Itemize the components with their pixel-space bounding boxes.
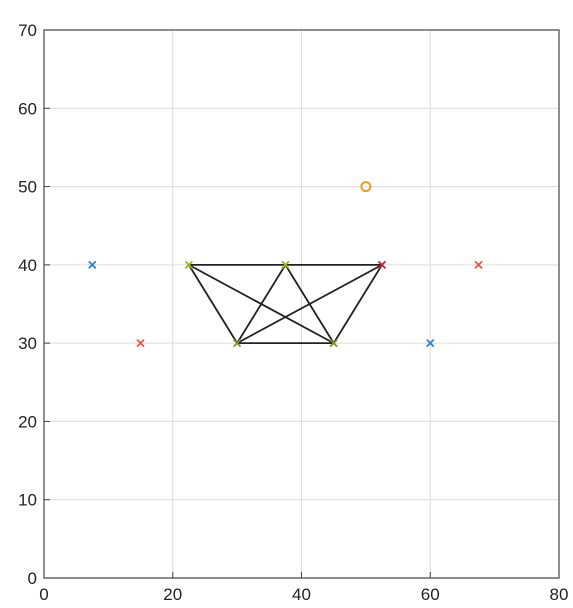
y-tick-label: 0: [28, 569, 37, 588]
x-tick-label: 0: [39, 585, 48, 604]
y-tick-label: 40: [18, 256, 37, 275]
connection-segment: [187, 263, 239, 345]
y-tick-label: 20: [18, 412, 37, 431]
connection-segment: [236, 263, 383, 345]
y-tick-label: 70: [18, 21, 37, 40]
y-tick-label: 60: [18, 99, 37, 118]
axis-ticks: 0 20 40 60 80 0 10 20 30 40 50 60 70: [18, 21, 568, 604]
x-tick-label: 60: [421, 585, 440, 604]
x-marker: [281, 260, 290, 269]
x-marker: [232, 339, 242, 348]
connection-segment: [332, 263, 383, 345]
x-marker: [377, 260, 387, 269]
x-marker: [329, 339, 338, 348]
x-marker: [88, 260, 97, 269]
x-marker: [474, 260, 483, 269]
circle-marker: [360, 181, 372, 193]
x-marker: [426, 339, 435, 348]
connection-lines: [187, 263, 383, 345]
x-marker: [136, 339, 145, 348]
x-tick-label: 40: [292, 585, 311, 604]
x-marker: [184, 260, 193, 269]
x-tick-label: 20: [163, 585, 182, 604]
x-tick-label: 80: [550, 585, 569, 604]
y-tick-label: 50: [18, 178, 37, 197]
y-tick-label: 30: [18, 334, 37, 353]
grid-lines: [43, 29, 560, 579]
data-markers: [88, 181, 483, 348]
connection-segment: [236, 263, 287, 345]
y-tick-label: 10: [18, 491, 37, 510]
